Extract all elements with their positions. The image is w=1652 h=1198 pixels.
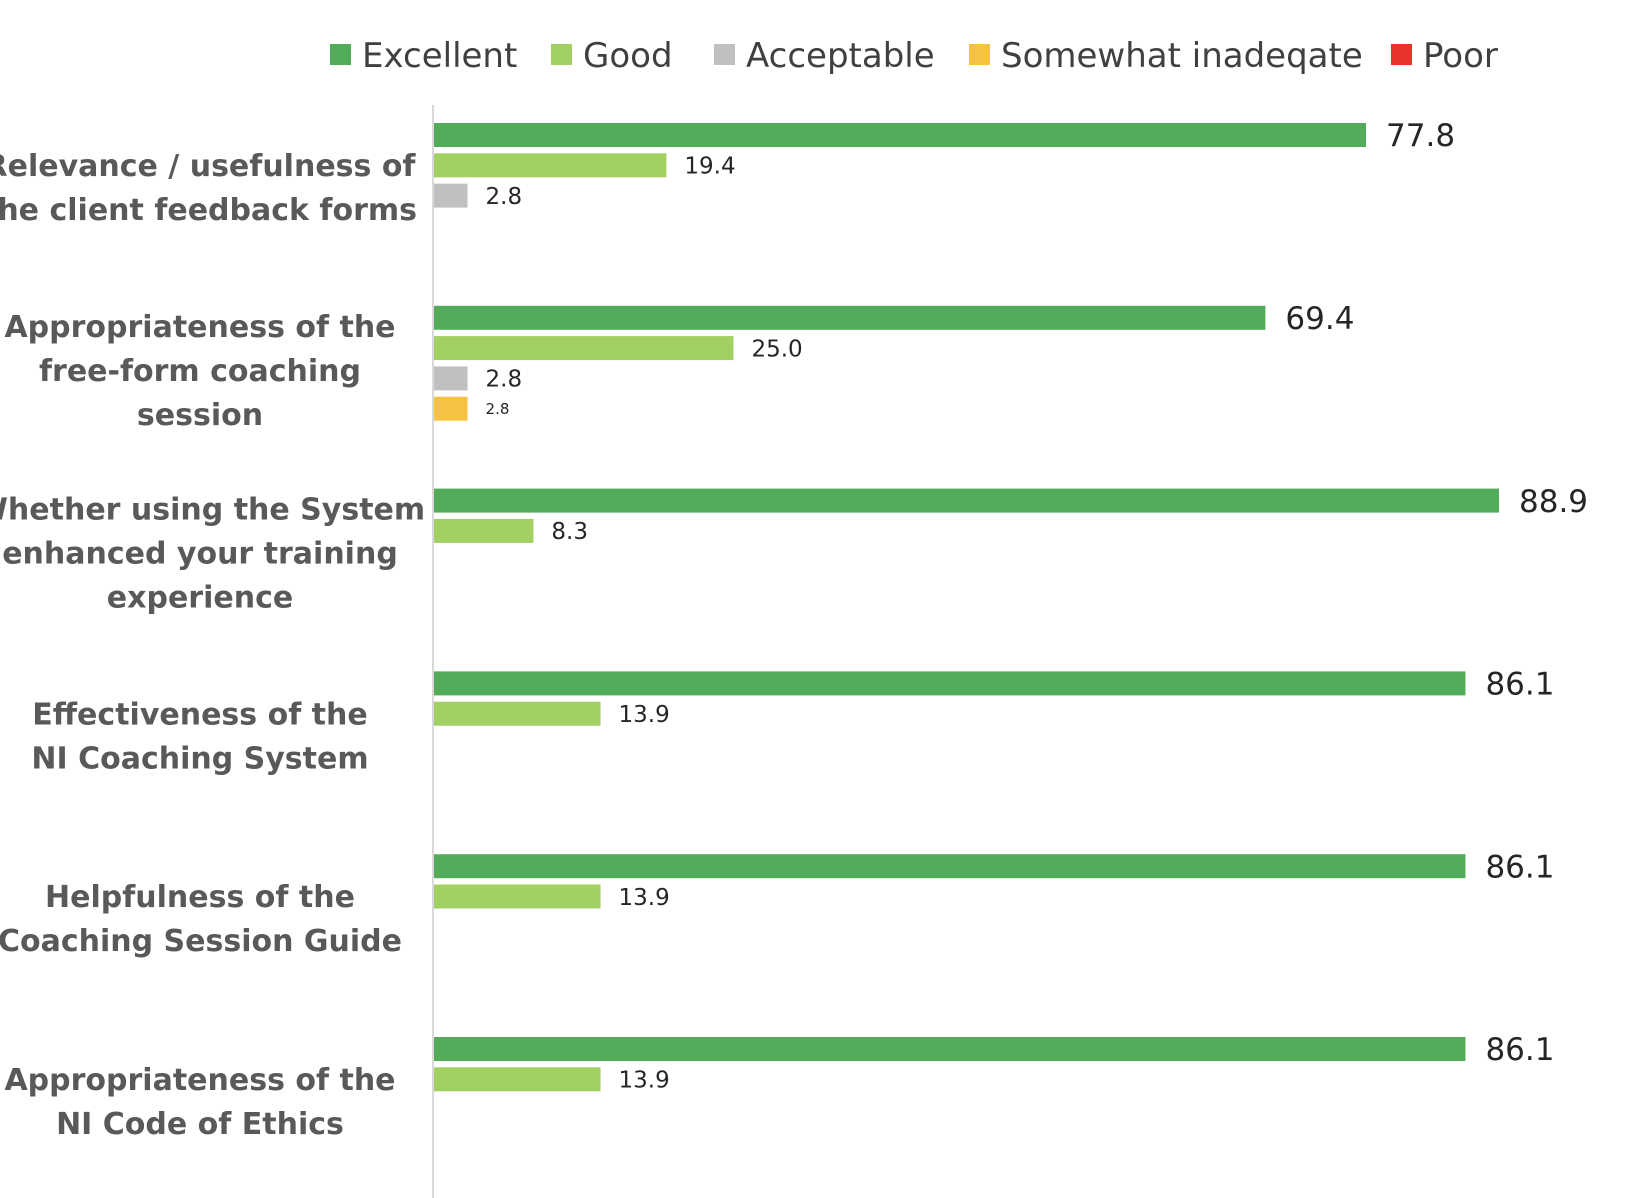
category-labels: Relevance / usefulness of the client feed… bbox=[0, 149, 425, 1142]
category-label-4-line-1: Coaching Session Guide bbox=[0, 924, 402, 959]
data-label-good-1: 25.0 bbox=[751, 336, 802, 362]
bar-good-5 bbox=[434, 1067, 601, 1092]
legend: Excellent Good Acceptable Somewhat inadeqat… bbox=[330, 36, 1498, 76]
data-label-good-0: 19.4 bbox=[684, 154, 735, 180]
bar-good-4 bbox=[434, 884, 601, 909]
category-label-4-line-0: Helpfulness of the bbox=[45, 880, 355, 915]
legend-label-poor: Poor bbox=[1423, 36, 1498, 76]
bar-good-3 bbox=[434, 701, 601, 726]
bar-good-0 bbox=[434, 153, 667, 178]
bar-excellent-3 bbox=[434, 671, 1466, 696]
data-label-excellent-0: 77.8 bbox=[1386, 118, 1455, 154]
legend-label-excellent: Excellent bbox=[362, 36, 517, 76]
data-label-good-3: 13.9 bbox=[619, 702, 670, 728]
category-label-5-line-1: NI Code of Ethics bbox=[56, 1107, 344, 1142]
legend-swatch-good bbox=[551, 44, 572, 65]
data-label-good-5: 13.9 bbox=[619, 1068, 670, 1094]
data-label-excellent-5: 86.1 bbox=[1485, 1032, 1554, 1068]
category-label-2-line-0: Whether using the System bbox=[0, 493, 425, 528]
category-label-1-line-1: free-form coaching bbox=[39, 354, 361, 389]
data-label-somewhat-inadeqate-1: 2.8 bbox=[486, 400, 510, 418]
data-label-good-2: 8.3 bbox=[551, 519, 588, 545]
category-label-0-line-0: Relevance / usefulness of bbox=[0, 149, 416, 184]
legend-swatch-poor bbox=[1391, 44, 1412, 65]
data-label-acceptable-1: 2.8 bbox=[486, 367, 523, 393]
bar-acceptable-0 bbox=[434, 183, 468, 208]
legend-label-somewhat-inadeqate: Somewhat inadeqate bbox=[1001, 36, 1363, 76]
data-label-excellent-1: 69.4 bbox=[1285, 301, 1354, 337]
category-label-1-line-0: Appropriateness of the bbox=[4, 310, 395, 345]
legend-swatch-excellent bbox=[330, 44, 351, 65]
category-label-3-line-0: Effectiveness of the bbox=[32, 697, 367, 732]
category-label-1-line-2: session bbox=[137, 398, 263, 433]
legend-swatch-somewhat-inadeqate bbox=[969, 44, 990, 65]
category-label-0-line-1: the client feedback forms bbox=[0, 193, 417, 228]
bar-good-2 bbox=[434, 518, 534, 543]
bar-acceptable-1 bbox=[434, 366, 468, 391]
bar-good-1 bbox=[434, 336, 734, 361]
bar-excellent-4 bbox=[434, 854, 1466, 879]
category-label-5-line-0: Appropriateness of the bbox=[4, 1063, 395, 1098]
data-label-excellent-4: 86.1 bbox=[1485, 849, 1554, 885]
bar-excellent-2 bbox=[434, 488, 1499, 513]
data-label-good-4: 13.9 bbox=[619, 885, 670, 911]
bar-excellent-1 bbox=[434, 305, 1266, 330]
data-label-excellent-3: 86.1 bbox=[1485, 667, 1554, 703]
legend-label-good: Good bbox=[583, 36, 673, 76]
bars: 77.8 19.4 2.8 69.4 25.0 2.8 2.8 88.9 8.3 86.1 13.9… bbox=[434, 118, 1588, 1094]
data-label-excellent-2: 88.9 bbox=[1519, 484, 1588, 520]
bar-excellent-0 bbox=[434, 123, 1367, 147]
category-label-2-line-1: enhanced your training bbox=[2, 537, 398, 572]
bar-somewhat-inadeqate-1 bbox=[434, 396, 468, 421]
bar-excellent-5 bbox=[434, 1037, 1466, 1061]
legend-swatch-acceptable bbox=[714, 44, 735, 65]
category-label-2-line-2: experience bbox=[107, 581, 293, 616]
legend-label-acceptable: Acceptable bbox=[746, 36, 935, 76]
data-label-acceptable-0: 2.8 bbox=[486, 184, 523, 210]
category-label-3-line-1: NI Coaching System bbox=[31, 741, 368, 776]
